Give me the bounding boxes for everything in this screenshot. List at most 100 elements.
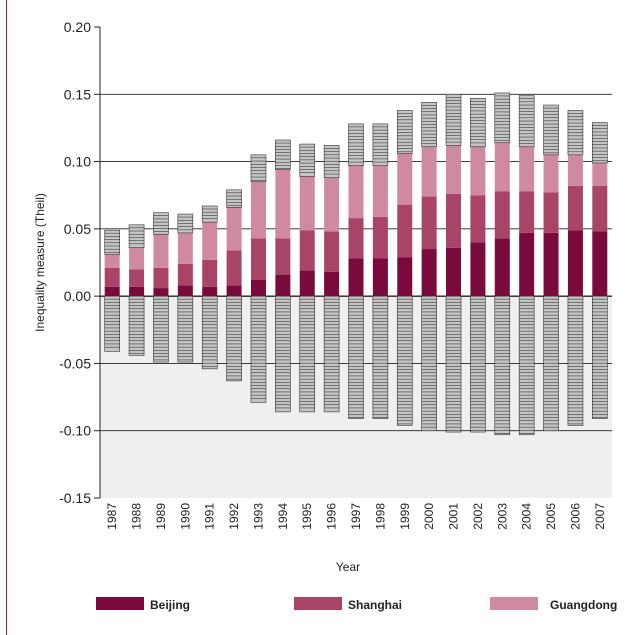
bar-segment-beijing [324,271,340,297]
x-tick-label: 2005 [544,503,558,530]
bar-segment-shanghai [470,195,486,243]
bar-segment-other-negative [128,295,145,356]
bar-segment-beijing [129,286,145,297]
bar-segment-other-positive [250,154,267,183]
bar-segment-guangdong [250,181,266,239]
bar-segment-shanghai [177,263,193,286]
bar-segment-other-negative [348,295,364,419]
bar-segment-other-negative [153,295,169,363]
bar-segment-beijing [567,230,583,297]
bar-segment-shanghai [324,231,340,272]
x-tick-label: 1988 [130,503,144,530]
bar-segment-guangdong [226,207,242,251]
bar-segment-beijing [519,232,535,297]
y-tick-label: -0.05 [59,355,91,371]
bar-segment-other-negative [543,295,559,432]
bar-segment-other-negative [372,295,389,419]
bar-segment-guangdong [177,232,193,264]
y-tick-label: 0.10 [64,154,91,170]
x-tick-label: 1987 [105,503,119,530]
x-tick-label: 1991 [203,503,217,530]
bar-segment-other-negative [518,295,535,436]
bar-segment-beijing [372,258,388,297]
bar-segment-beijing [397,257,413,297]
bar-segment-beijing [421,249,437,297]
x-tick-label: 1989 [154,503,168,530]
bar-segment-other-positive [592,122,608,164]
bar-segment-guangdong [348,165,364,219]
bar-segment-other-positive [128,224,145,248]
bar-segment-other-positive [323,145,340,179]
bar-segment-other-negative [494,295,511,436]
bar-segment-shanghai [372,216,388,259]
x-tick-label: 2007 [593,503,607,530]
x-tick-label: 1993 [251,503,265,530]
bar-segment-other-negative [592,295,608,419]
bar-segment-guangdong [104,254,120,268]
legend-swatch-shanghai [294,597,342,610]
bar-segment-guangdong [299,176,315,231]
bar-segment-other-negative [299,295,316,413]
bar-segment-beijing [202,286,218,297]
bar-segment-beijing [104,286,120,297]
bar-segment-guangdong [494,142,510,192]
bar-segment-other-negative [421,295,437,432]
bar-segment-other-positive [104,229,120,255]
bar-segment-other-negative [177,295,194,363]
bar-segment-beijing [250,279,266,297]
bar-segment-beijing [592,231,608,297]
bar-segment-other-positive [299,143,316,177]
x-tick-label: 1996 [325,503,339,530]
bars [104,92,608,436]
bar-segment-other-positive [348,123,364,166]
bar-segment-shanghai [397,204,413,258]
x-tick-label: 1995 [300,503,314,530]
bar-segment-shanghai [543,192,559,233]
bar-segment-guangdong [202,222,218,260]
bar-segment-guangdong [567,154,583,186]
y-axis-ticks: 0.20 0.15 0.10 0.05 0.00 -0.05 -0.10 -0.15 [59,19,100,506]
bar-segment-shanghai [519,191,535,233]
bar-segment-other-negative [323,295,340,413]
x-tick-label: 2004 [520,503,534,530]
bar-segment-other-negative [104,295,120,352]
bar-segment-other-positive [226,189,242,208]
bar-segment-guangdong [153,234,169,268]
bar-segment-beijing [226,285,242,297]
bar-segment-shanghai [446,193,462,248]
bar-segment-guangdong [324,177,340,232]
x-tick-label: 1992 [227,503,241,530]
y-tick-label: -0.15 [59,490,91,506]
bar-segment-other-positive [153,212,169,235]
x-tick-label: 1998 [373,503,387,530]
bar-segment-beijing [275,274,291,297]
bar-segment-shanghai [153,267,169,289]
bar-segment-guangdong [446,145,462,194]
bar-segment-other-negative [396,295,413,426]
bar-segment-shanghai [226,250,242,286]
bar-segment-other-positive [494,92,511,144]
bar-segment-other-negative [275,295,291,413]
x-axis-title: Year [336,560,360,574]
bar-segment-guangdong [129,247,145,270]
bar-segment-beijing [494,238,510,297]
y-tick-label: -0.10 [59,423,91,439]
bar-segment-shanghai [250,238,266,280]
bar-segment-shanghai [299,230,315,271]
bar-segment-shanghai [421,196,437,250]
x-tick-label: 2002 [471,503,485,530]
x-tick-label: 2000 [422,503,436,530]
bar-segment-guangdong [592,162,608,186]
y-axis-title: Inequality measure (Theil) [33,193,47,332]
bar-segment-shanghai [348,218,364,259]
y-tick-label: 0.15 [64,86,91,102]
legend-swatch-beijing [96,597,144,610]
legend-label-guangdong: Guangdong [550,598,617,612]
bar-segment-shanghai [202,259,218,287]
x-tick-label: 1997 [349,503,363,530]
bar-segment-shanghai [129,269,145,287]
bar-segment-beijing [299,270,315,297]
x-tick-label: 1990 [178,503,192,530]
x-tick-label: 2003 [495,503,509,530]
